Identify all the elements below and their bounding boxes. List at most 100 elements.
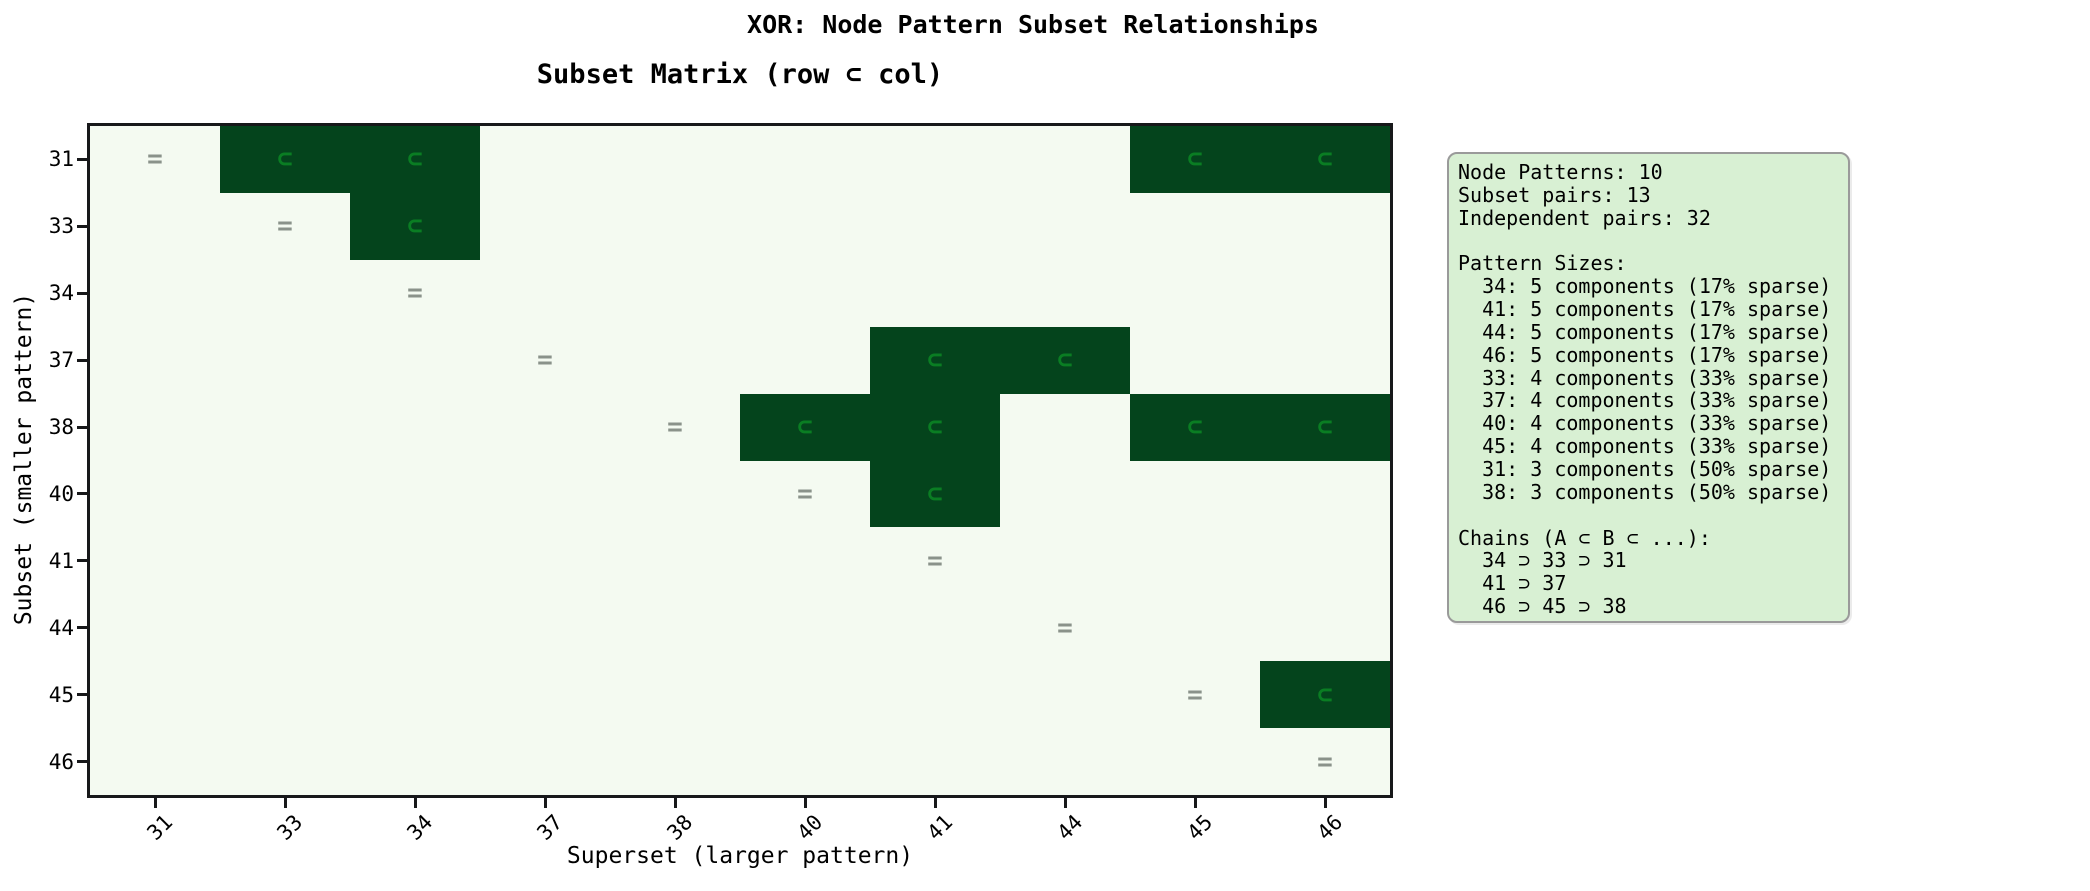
matrix-cell-33-37 bbox=[480, 193, 610, 260]
y-tick bbox=[77, 425, 87, 429]
matrix-cell-38-46: ⊂ bbox=[1260, 393, 1390, 461]
matrix-cell-34-46 bbox=[1260, 260, 1390, 327]
matrix-cell-34-31 bbox=[90, 260, 220, 327]
y-tick bbox=[77, 492, 87, 496]
matrix-cell-41-41: = bbox=[927, 545, 943, 576]
matrix-cell-41-34 bbox=[350, 527, 480, 594]
matrix-cell-45-34 bbox=[350, 661, 480, 728]
y-tick-label: 41 bbox=[48, 548, 74, 573]
matrix-cell-46-37 bbox=[480, 728, 610, 795]
y-tick bbox=[77, 157, 87, 161]
x-tick bbox=[543, 798, 547, 808]
matrix-cell-40-40: = bbox=[797, 478, 813, 509]
y-tick bbox=[77, 358, 87, 362]
matrix-cell-33-46 bbox=[1260, 193, 1390, 260]
x-tick bbox=[933, 798, 937, 808]
matrix-cell-34-40 bbox=[740, 260, 870, 327]
x-axis-label: Superset (larger pattern) bbox=[566, 843, 914, 869]
x-tick bbox=[153, 798, 157, 808]
info-box: Node Patterns: 10 Subset pairs: 13 Indep… bbox=[1447, 152, 1850, 623]
matrix-cell-45-38 bbox=[610, 661, 740, 728]
y-tick bbox=[77, 224, 87, 228]
matrix-cell-40-46 bbox=[1260, 461, 1390, 528]
matrix-cell-37-33 bbox=[220, 327, 350, 394]
matrix-cell-38-40: ⊂ bbox=[740, 393, 870, 461]
x-tick-label: 38 bbox=[662, 810, 697, 845]
x-tick-label: 44 bbox=[1052, 810, 1087, 845]
x-tick bbox=[1193, 798, 1197, 808]
matrix-cell-34-33 bbox=[220, 260, 350, 327]
matrix-cell-40-41: ⊂ bbox=[870, 460, 1000, 528]
y-tick bbox=[77, 693, 87, 697]
matrix-cell-33-44 bbox=[1000, 193, 1130, 260]
x-tick-label: 46 bbox=[1312, 810, 1347, 845]
matrix-cell-37-37: = bbox=[537, 345, 553, 376]
matrix-cell-46-44 bbox=[1000, 728, 1130, 795]
x-tick bbox=[283, 798, 287, 808]
matrix-cell-38-45: ⊂ bbox=[1130, 393, 1260, 461]
matrix-cell-45-37 bbox=[480, 661, 610, 728]
matrix-cell-46-34 bbox=[350, 728, 480, 795]
y-tick-label: 46 bbox=[48, 749, 74, 774]
y-tick-label: 31 bbox=[48, 147, 74, 172]
matrix-cell-38-34 bbox=[350, 394, 480, 461]
matrix-cell-40-34 bbox=[350, 461, 480, 528]
matrix-cell-33-33: = bbox=[277, 211, 293, 242]
matrix-cell-34-44 bbox=[1000, 260, 1130, 327]
matrix-cell-41-33 bbox=[220, 527, 350, 594]
matrix-cell-40-38 bbox=[610, 461, 740, 528]
matrix-cell-40-31 bbox=[90, 461, 220, 528]
x-tick bbox=[1323, 798, 1327, 808]
matrix-cell-46-41 bbox=[870, 728, 1000, 795]
matrix-cell-45-46: ⊂ bbox=[1260, 661, 1390, 729]
matrix-cell-44-38 bbox=[610, 594, 740, 661]
matrix-cell-44-46 bbox=[1260, 594, 1390, 661]
x-tick-label: 45 bbox=[1182, 810, 1217, 845]
matrix-cell-46-45 bbox=[1130, 728, 1260, 795]
matrix-cell-37-41: ⊂ bbox=[870, 326, 1000, 394]
matrix-cell-33-38 bbox=[610, 193, 740, 260]
matrix-cell-34-34: = bbox=[407, 278, 423, 309]
matrix-cell-45-41 bbox=[870, 661, 1000, 728]
matrix-cell-37-38 bbox=[610, 327, 740, 394]
matrix-cell-44-33 bbox=[220, 594, 350, 661]
y-tick-label: 33 bbox=[48, 214, 74, 239]
matrix-cell-38-37 bbox=[480, 394, 610, 461]
matrix-cell-46-40 bbox=[740, 728, 870, 795]
matrix-cell-33-41 bbox=[870, 193, 1000, 260]
matrix-cell-34-37 bbox=[480, 260, 610, 327]
matrix-cell-45-44 bbox=[1000, 661, 1130, 728]
figure-title: XOR: Node Pattern Subset Relationships bbox=[747, 10, 1319, 39]
matrix-cell-38-41: ⊂ bbox=[870, 393, 1000, 461]
matrix-cell-33-40 bbox=[740, 193, 870, 260]
matrix-cell-34-45 bbox=[1130, 260, 1260, 327]
matrix-cell-31-45: ⊂ bbox=[1130, 126, 1260, 193]
matrix-cell-44-40 bbox=[740, 594, 870, 661]
matrix-cell-38-38: = bbox=[667, 412, 683, 443]
x-tick bbox=[1063, 798, 1067, 808]
matrix-cell-31-44 bbox=[1000, 126, 1130, 193]
matrix-cell-37-34 bbox=[350, 327, 480, 394]
matrix-cell-44-41 bbox=[870, 594, 1000, 661]
x-tick-label: 31 bbox=[142, 810, 177, 845]
axes-title: Subset Matrix (row ⊂ col) bbox=[536, 59, 944, 90]
x-tick bbox=[413, 798, 417, 808]
y-tick bbox=[77, 626, 87, 630]
matrix-cell-44-37 bbox=[480, 594, 610, 661]
matrix-cell-44-45 bbox=[1130, 594, 1260, 661]
y-axis-label: Subset (smaller pattern) bbox=[11, 292, 37, 626]
matrix-cell-34-38 bbox=[610, 260, 740, 327]
matrix-cell-41-46 bbox=[1260, 527, 1390, 594]
y-tick-label: 40 bbox=[48, 481, 74, 506]
y-tick-label: 38 bbox=[48, 415, 74, 440]
matrix-cell-33-45 bbox=[1130, 193, 1260, 260]
matrix-cell-38-44 bbox=[1000, 394, 1130, 461]
matrix-cell-37-45 bbox=[1130, 327, 1260, 394]
matrix-cell-40-33 bbox=[220, 461, 350, 528]
matrix-cell-44-34 bbox=[350, 594, 480, 661]
y-tick-label: 44 bbox=[48, 615, 74, 640]
matrix-cell-31-31: = bbox=[147, 144, 163, 175]
matrix-cell-31-33: ⊂ bbox=[220, 126, 350, 193]
x-tick-label: 34 bbox=[402, 810, 437, 845]
